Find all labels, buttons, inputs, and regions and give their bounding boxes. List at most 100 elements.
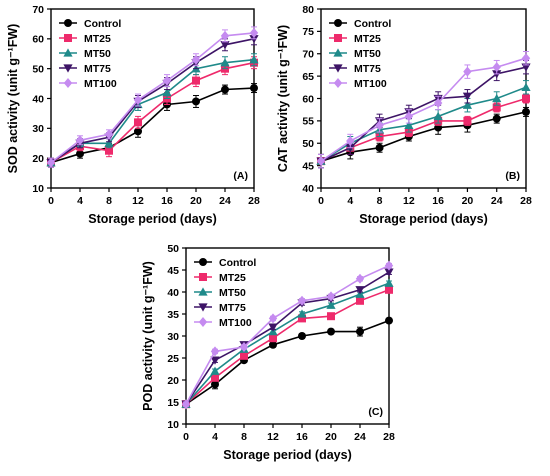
x-tick-label: 0 bbox=[48, 195, 54, 207]
series-mt100 bbox=[46, 26, 259, 168]
y-axis-label: POD activity (unit g⁻¹FW) bbox=[141, 261, 155, 411]
data-point bbox=[46, 157, 56, 168]
x-tick-label: 0 bbox=[318, 195, 324, 207]
data-point bbox=[297, 295, 307, 306]
legend-marker bbox=[63, 78, 73, 88]
legend-label: MT75 bbox=[219, 302, 246, 314]
data-point bbox=[134, 118, 142, 127]
legend-label: MT50 bbox=[84, 48, 111, 60]
legend-marker bbox=[64, 34, 72, 42]
data-point bbox=[221, 85, 229, 94]
panel-label: (B) bbox=[505, 170, 520, 182]
legend-marker bbox=[63, 48, 73, 57]
x-tick-label: 8 bbox=[106, 195, 112, 207]
legend-label: MT100 bbox=[219, 317, 252, 329]
y-tick-label: 40 bbox=[302, 183, 314, 195]
data-point bbox=[181, 399, 191, 410]
data-point bbox=[462, 100, 473, 109]
data-point bbox=[356, 327, 364, 336]
data-point bbox=[220, 30, 230, 41]
y-tick-label: 20 bbox=[167, 375, 179, 387]
data-point bbox=[269, 334, 277, 343]
legend-label: MT25 bbox=[84, 33, 111, 45]
data-point bbox=[492, 103, 501, 112]
data-point bbox=[192, 97, 200, 106]
x-tick-label: 20 bbox=[325, 431, 337, 443]
data-point bbox=[521, 63, 531, 72]
data-point bbox=[210, 346, 220, 357]
series-control bbox=[47, 83, 258, 168]
data-point bbox=[211, 373, 219, 382]
y-tick-label: 25 bbox=[167, 353, 179, 365]
data-point bbox=[220, 58, 230, 67]
x-tick-label: 20 bbox=[190, 195, 202, 207]
series-line bbox=[185, 289, 390, 405]
series-mt100 bbox=[316, 51, 531, 169]
legend-marker bbox=[63, 64, 73, 73]
x-tick-label: 20 bbox=[462, 195, 474, 207]
data-point bbox=[249, 27, 259, 38]
panel-label: (A) bbox=[233, 170, 248, 182]
x-tick-label: 16 bbox=[296, 431, 308, 443]
x-axis-label: Storage period (days) bbox=[223, 448, 352, 462]
data-point bbox=[104, 138, 114, 147]
y-tick-label: 15 bbox=[167, 397, 179, 409]
data-point bbox=[404, 120, 414, 130]
data-point bbox=[210, 356, 220, 365]
legend-label: MT75 bbox=[84, 63, 111, 75]
data-point bbox=[268, 323, 278, 332]
y-axis-label: CAT activity (unit g⁻¹FW) bbox=[276, 25, 290, 172]
y-axis-label: SOD activity (unit g⁻¹FW) bbox=[6, 24, 20, 174]
series-mt25 bbox=[182, 285, 393, 409]
legend: Control MT25 MT50 MT75 MT100 bbox=[194, 257, 256, 329]
legend-marker bbox=[198, 287, 208, 296]
data-point bbox=[385, 285, 393, 294]
y-tick-label: 30 bbox=[32, 123, 44, 135]
data-point bbox=[134, 127, 142, 136]
data-point bbox=[192, 76, 200, 85]
series-line bbox=[50, 61, 255, 164]
data-point bbox=[375, 120, 384, 131]
data-point bbox=[356, 296, 364, 305]
legend-label: MT75 bbox=[354, 63, 381, 75]
x-tick-label: 16 bbox=[161, 195, 173, 207]
legend-label: MT50 bbox=[219, 287, 246, 299]
x-tick-label: 12 bbox=[132, 195, 144, 207]
x-tick-label: 4 bbox=[347, 195, 353, 207]
y-tick-label: 70 bbox=[302, 49, 314, 61]
x-tick-label: 8 bbox=[377, 195, 383, 207]
x-tick-label: 8 bbox=[241, 431, 247, 443]
data-point bbox=[346, 136, 355, 147]
data-point bbox=[462, 92, 473, 101]
series-mt100 bbox=[181, 260, 394, 410]
y-tick-label: 10 bbox=[32, 183, 44, 195]
x-tick-label: 4 bbox=[212, 431, 218, 443]
legend-label: Control bbox=[354, 18, 391, 30]
data-point bbox=[133, 94, 143, 105]
series-line bbox=[50, 32, 255, 164]
x-tick-label: 12 bbox=[267, 431, 279, 443]
data-point bbox=[105, 146, 113, 155]
data-point bbox=[327, 312, 335, 321]
data-point bbox=[355, 286, 365, 295]
chart-panel-1: 10 20 30 40 50 60 70 0 4 8 12 16 20 24 28 Storage perio… bbox=[6, 4, 260, 226]
legend-marker bbox=[199, 258, 207, 266]
legend-marker bbox=[333, 48, 343, 57]
y-tick-label: 10 bbox=[167, 419, 179, 431]
chart-panel-2: 40 45 50 55 60 65 70 75 80 0 4 8 12 16 20 24 28 Storage p… bbox=[276, 4, 532, 226]
data-point bbox=[463, 66, 472, 77]
series-line bbox=[320, 66, 527, 162]
series-line bbox=[50, 38, 255, 164]
y-tick-label: 60 bbox=[32, 34, 44, 46]
data-point bbox=[375, 143, 384, 152]
data-point bbox=[75, 135, 85, 146]
data-point bbox=[326, 291, 336, 302]
legend-marker bbox=[333, 78, 343, 88]
data-point bbox=[297, 309, 307, 318]
series-line bbox=[185, 271, 390, 405]
x-tick-label: 12 bbox=[403, 195, 415, 207]
data-point bbox=[492, 62, 501, 73]
x-tick-label: 24 bbox=[219, 195, 231, 207]
data-point bbox=[384, 278, 394, 287]
